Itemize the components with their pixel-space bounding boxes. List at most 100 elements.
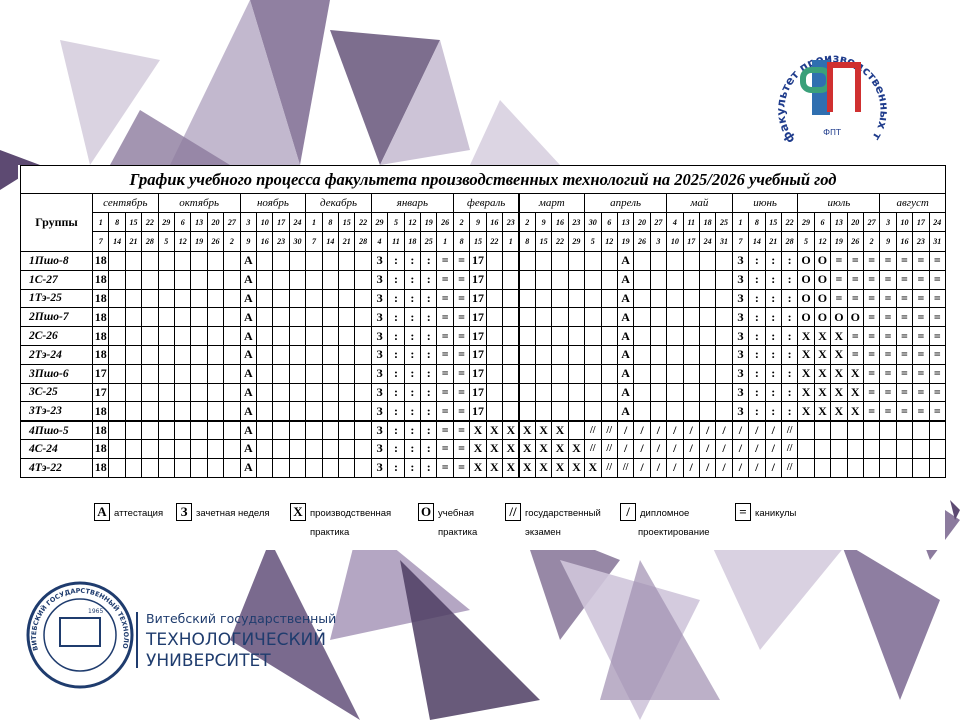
university-line3: УНИВЕРСИТЕТ — [146, 651, 271, 671]
schedule-cell — [141, 420, 159, 440]
group-name: 3Тэ-23 — [20, 401, 93, 422]
week-end: 1 — [502, 231, 520, 252]
schedule-cell — [190, 269, 208, 290]
schedule-cell — [174, 457, 192, 478]
schedule-cell: А — [616, 401, 635, 422]
schedule-cell — [338, 363, 356, 384]
week-end: 19 — [190, 231, 208, 252]
schedule-cell: / — [682, 439, 700, 459]
schedule-cell: = — [912, 307, 930, 328]
schedule-cell: = — [452, 251, 471, 271]
schedule-cell — [698, 382, 717, 403]
schedule-cell — [272, 439, 290, 459]
schedule-cell: З — [731, 288, 750, 309]
schedule-cell — [666, 288, 684, 309]
schedule-cell — [518, 345, 536, 365]
schedule-cell: // — [616, 457, 635, 478]
legend-label: производственная — [310, 508, 392, 519]
schedule-cell — [321, 439, 340, 459]
schedule-cell — [305, 269, 323, 290]
week-end: 5 — [157, 231, 175, 252]
schedule-cell: : — [764, 288, 782, 309]
schedule-cell — [830, 420, 848, 440]
legend-symbol: // — [505, 503, 521, 521]
month-header: декабрь — [305, 193, 372, 213]
schedule-cell: Х — [797, 345, 815, 365]
schedule-cell: : — [420, 251, 438, 271]
schedule-cell: : — [748, 363, 766, 384]
schedule-cell: = — [862, 401, 881, 422]
schedule-cell — [174, 439, 192, 459]
schedule-cell: / — [764, 457, 782, 478]
week-end: 7 — [731, 231, 750, 252]
schedule-cell: : — [387, 288, 405, 309]
schedule-cell: = — [452, 420, 471, 440]
schedule-cell — [174, 363, 192, 384]
schedule-cell — [485, 382, 504, 403]
schedule-cell — [305, 401, 323, 422]
schedule-cell — [534, 326, 553, 346]
schedule-cell: : — [420, 345, 438, 365]
schedule-cell: = — [912, 401, 930, 422]
schedule-cell: // — [780, 439, 799, 459]
schedule-cell — [666, 401, 684, 422]
schedule-cell — [157, 288, 175, 309]
schedule-cell — [141, 288, 159, 309]
schedule-cell — [879, 457, 897, 478]
schedule-cell — [190, 307, 208, 328]
schedule-cell — [633, 326, 651, 346]
schedule-cell: О — [797, 307, 815, 328]
schedule-cell — [567, 420, 586, 440]
schedule-cell: = — [436, 326, 454, 346]
schedule-cell — [305, 363, 323, 384]
schedule-cell — [338, 401, 356, 422]
schedule-cell: / — [748, 439, 766, 459]
schedule-cell — [124, 363, 143, 384]
schedule-cell — [256, 457, 274, 478]
week-end: 9 — [879, 231, 897, 252]
schedule-cell: 17 — [469, 326, 487, 346]
schedule-cell — [666, 345, 684, 365]
schedule-cell — [879, 439, 897, 459]
schedule-cell: = — [846, 288, 864, 309]
schedule-cell — [518, 251, 536, 271]
schedule-cell — [223, 401, 241, 422]
schedule-cell — [108, 345, 126, 365]
week-start: 1 — [731, 212, 750, 232]
month-header: октябрь — [157, 193, 241, 213]
schedule-cell: 17 — [469, 345, 487, 365]
schedule-cell: 18 — [92, 401, 110, 422]
week-start: 18 — [698, 212, 717, 232]
schedule-cell — [633, 345, 651, 365]
schedule-cell — [223, 326, 241, 346]
week-end: 21 — [124, 231, 143, 252]
schedule-cell — [206, 288, 225, 309]
schedule-cell: / — [764, 439, 782, 459]
schedule-cell — [633, 382, 651, 403]
schedule-cell: = — [862, 326, 881, 346]
schedule-cell — [862, 457, 881, 478]
schedule-cell — [551, 382, 569, 403]
schedule-cell — [846, 420, 864, 440]
schedule-cell — [338, 326, 356, 346]
schedule-cell: Х — [813, 363, 832, 384]
schedule-cell — [124, 439, 143, 459]
schedule-cell: / — [682, 457, 700, 478]
schedule-cell — [124, 457, 143, 478]
schedule-cell — [682, 307, 700, 328]
schedule-cell: = — [912, 288, 930, 309]
week-start: 22 — [354, 212, 372, 232]
schedule-cell: : — [403, 345, 422, 365]
week-start: 16 — [551, 212, 569, 232]
schedule-cell — [600, 307, 618, 328]
schedule-cell: = — [452, 288, 471, 309]
schedule-cell: О — [813, 251, 832, 271]
schedule-cell: = — [912, 326, 930, 346]
schedule-cell — [124, 420, 143, 440]
schedule-cell — [715, 401, 733, 422]
week-start: 15 — [338, 212, 356, 232]
schedule-cell: 18 — [92, 288, 110, 309]
week-start: 10 — [256, 212, 274, 232]
schedule-cell: / — [698, 457, 717, 478]
schedule-cell: 17 — [469, 363, 487, 384]
